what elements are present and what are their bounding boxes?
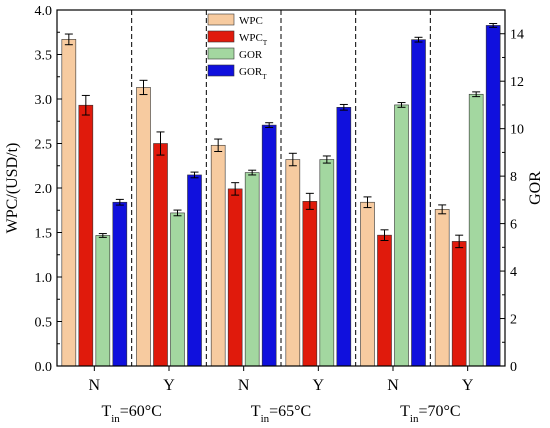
y-tick-label: 3.0: [35, 93, 53, 108]
y-right-axis-title: GOR: [527, 171, 544, 205]
bar: [285, 159, 301, 367]
legend-swatch: [207, 47, 235, 60]
bar: [485, 25, 501, 367]
bars: [61, 23, 501, 367]
y-axis-title: WPC/(USD/t): [4, 143, 21, 234]
bar: [360, 201, 375, 367]
y-right-tick-label: 4: [510, 265, 517, 280]
y-tick-label: 1.0: [35, 271, 53, 286]
y-tick-label: 2.0: [35, 182, 53, 197]
bar: [227, 188, 243, 367]
legend-swatch: [207, 64, 235, 77]
x-category-label: Y: [462, 377, 474, 394]
legend-label: WPC: [239, 15, 263, 27]
y-right-tick-label: 12: [510, 75, 524, 90]
axes: 0.0 0.5 1.0 1.5 2.0 2.5 3.0 3.5 4.0 0 2 4 6 8 10 12 14 N Y…: [4, 4, 544, 425]
bar: [336, 107, 352, 367]
bar: [210, 144, 226, 367]
bar: [153, 143, 168, 367]
y-right-tick-label: 6: [510, 218, 517, 233]
bar: [187, 174, 202, 367]
group-label: Tin=65°C: [251, 403, 311, 425]
y-tick-label: 4.0: [35, 4, 53, 19]
bar: [411, 39, 426, 367]
group-dividers: [131, 10, 431, 366]
x-category-label: N: [387, 377, 399, 394]
y-right-tick-label: 0: [510, 360, 517, 375]
bar: [78, 104, 94, 367]
y-tick-label: 2.5: [35, 138, 53, 153]
y-right-tick-label: 8: [510, 170, 517, 185]
group-label: Tin=60°C: [101, 403, 161, 425]
y-tick-label: 0.0: [35, 360, 53, 375]
bar: [170, 212, 185, 367]
x-category-label: N: [89, 377, 101, 394]
x-category-label: N: [238, 377, 250, 394]
bar: [136, 87, 151, 367]
bar: [434, 209, 450, 367]
y-tick-label: 0.5: [35, 316, 53, 331]
bar: [61, 39, 77, 367]
legend-swatch: [207, 13, 235, 26]
y-tick-label: 1.5: [35, 227, 53, 242]
bar: [468, 93, 484, 367]
bar: [377, 234, 392, 367]
y-right-tick-label: 10: [510, 123, 524, 138]
bar: [394, 104, 409, 367]
legend-label: GOR: [239, 49, 263, 61]
legend-label: GORT: [239, 66, 267, 81]
legend: WPC WPCT GOR GORT: [207, 13, 268, 81]
bar: [451, 241, 467, 367]
y-right-tick-label: 14: [510, 28, 524, 43]
bar: [302, 201, 318, 367]
bar: [319, 159, 335, 367]
bar: [261, 124, 277, 367]
bar: [244, 172, 260, 367]
x-category-label: Y: [163, 377, 175, 394]
y-tick-label: 3.5: [35, 49, 53, 64]
legend-swatch: [207, 30, 235, 43]
legend-label: WPCT: [239, 32, 268, 47]
bar: [95, 235, 111, 367]
x-category-label: Y: [313, 377, 325, 394]
group-label: Tin=70°C: [400, 403, 460, 425]
bar: [112, 201, 128, 367]
y-right-tick-label: 2: [510, 313, 517, 328]
